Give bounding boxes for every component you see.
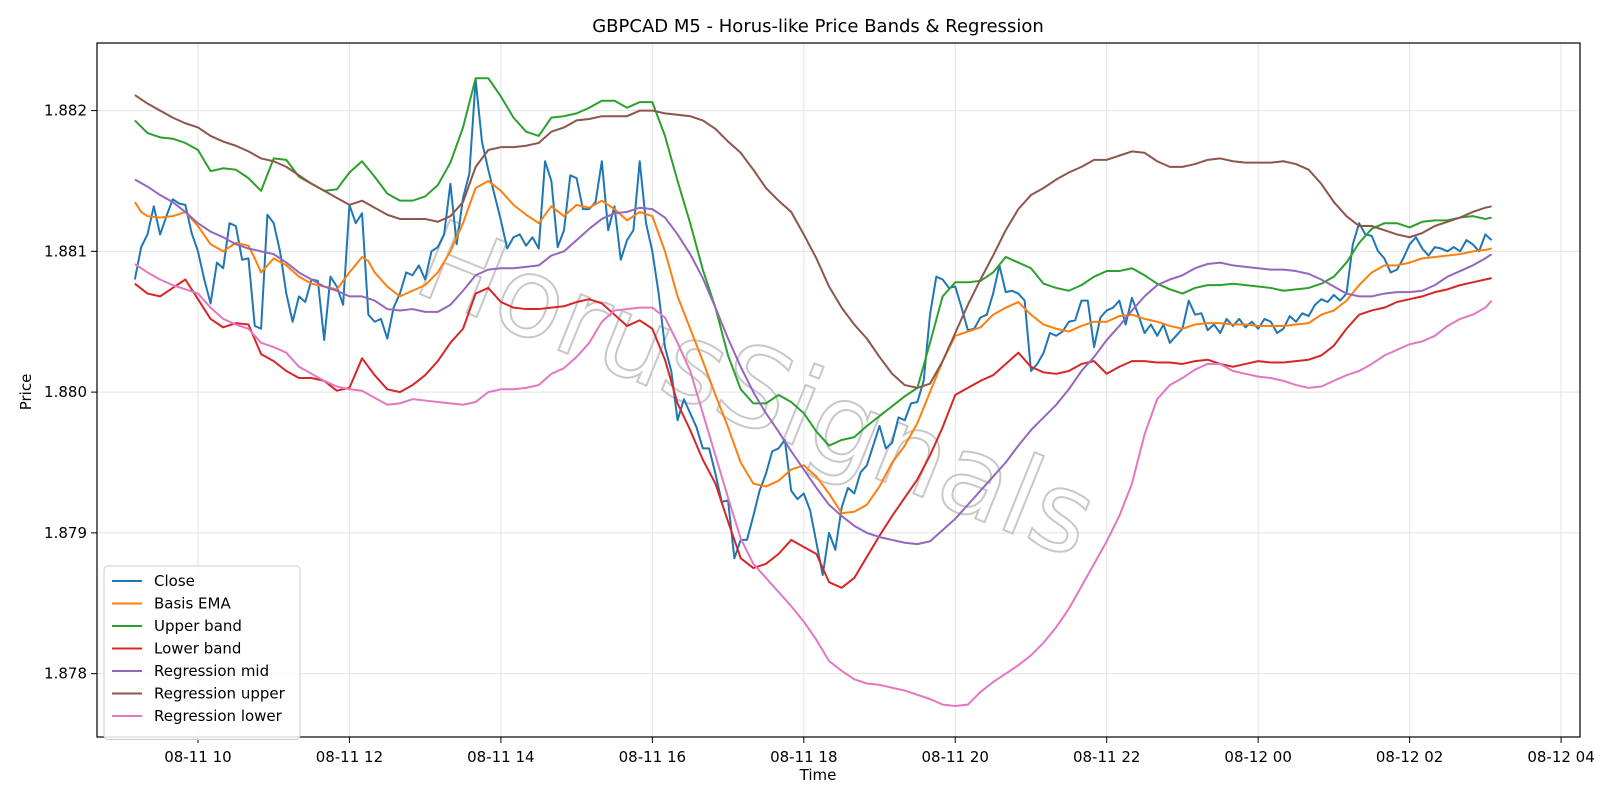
x-axis-label: Time — [799, 766, 837, 784]
legend-label-upper-band: Upper band — [154, 617, 242, 635]
x-tick-label: 08-11 12 — [316, 748, 383, 766]
series-line-upper-band — [134, 77, 1492, 447]
series-layer — [133, 77, 1493, 708]
y-tick-label: 1.878 — [44, 665, 87, 683]
x-tick-label: 08-11 18 — [770, 748, 837, 766]
y-axis-label: Price — [17, 374, 35, 411]
x-tick-label: 08-11 20 — [922, 748, 989, 766]
x-tick-label: 08-12 02 — [1376, 748, 1443, 766]
y-tick-label: 1.880 — [44, 383, 87, 401]
legend-label-regression-mid: Regression mid — [154, 662, 269, 680]
legend-box — [103, 565, 301, 740]
series-line-regression-upper — [134, 94, 1492, 389]
series-line-basis-ema — [134, 179, 1492, 515]
y-tick-label: 1.881 — [44, 242, 87, 260]
series-line-regression-lower — [134, 263, 1493, 708]
series-line-close — [133, 78, 1493, 577]
legend-label-close: Close — [154, 572, 195, 590]
series-line-regression-mid — [134, 178, 1493, 546]
legend-label-regression-upper: Regression upper — [154, 685, 286, 703]
plot-frame — [96, 42, 1581, 738]
x-tick-label: 08-11 10 — [164, 748, 231, 766]
series-line-lower-band — [134, 277, 1492, 589]
legend-label-regression-lower: Regression lower — [154, 707, 283, 725]
x-tick-label: 08-11 22 — [1073, 748, 1140, 766]
chart-title: GBPCAD M5 - Horus-like Price Bands & Reg… — [592, 16, 1044, 37]
y-tick-label: 1.879 — [44, 524, 87, 542]
legend-label-basis-ema: Basis EMA — [154, 595, 231, 613]
legend-label-lower-band: Lower band — [154, 640, 241, 658]
x-tick-label: 08-12 00 — [1224, 748, 1291, 766]
axes-layer: 08-11 10 08-11 12 08-11 14 08-11 16 08-11 18… — [44, 42, 1595, 766]
grid-layer — [97, 43, 1580, 737]
legend: Close Basis EMA Upper band Lower band Regres… — [103, 565, 301, 740]
x-tick-label: 08-12 04 — [1527, 748, 1594, 766]
x-tick-label: 08-11 14 — [467, 748, 534, 766]
y-tick-label: 1.882 — [44, 102, 87, 120]
x-tick-label: 08-11 16 — [619, 748, 686, 766]
